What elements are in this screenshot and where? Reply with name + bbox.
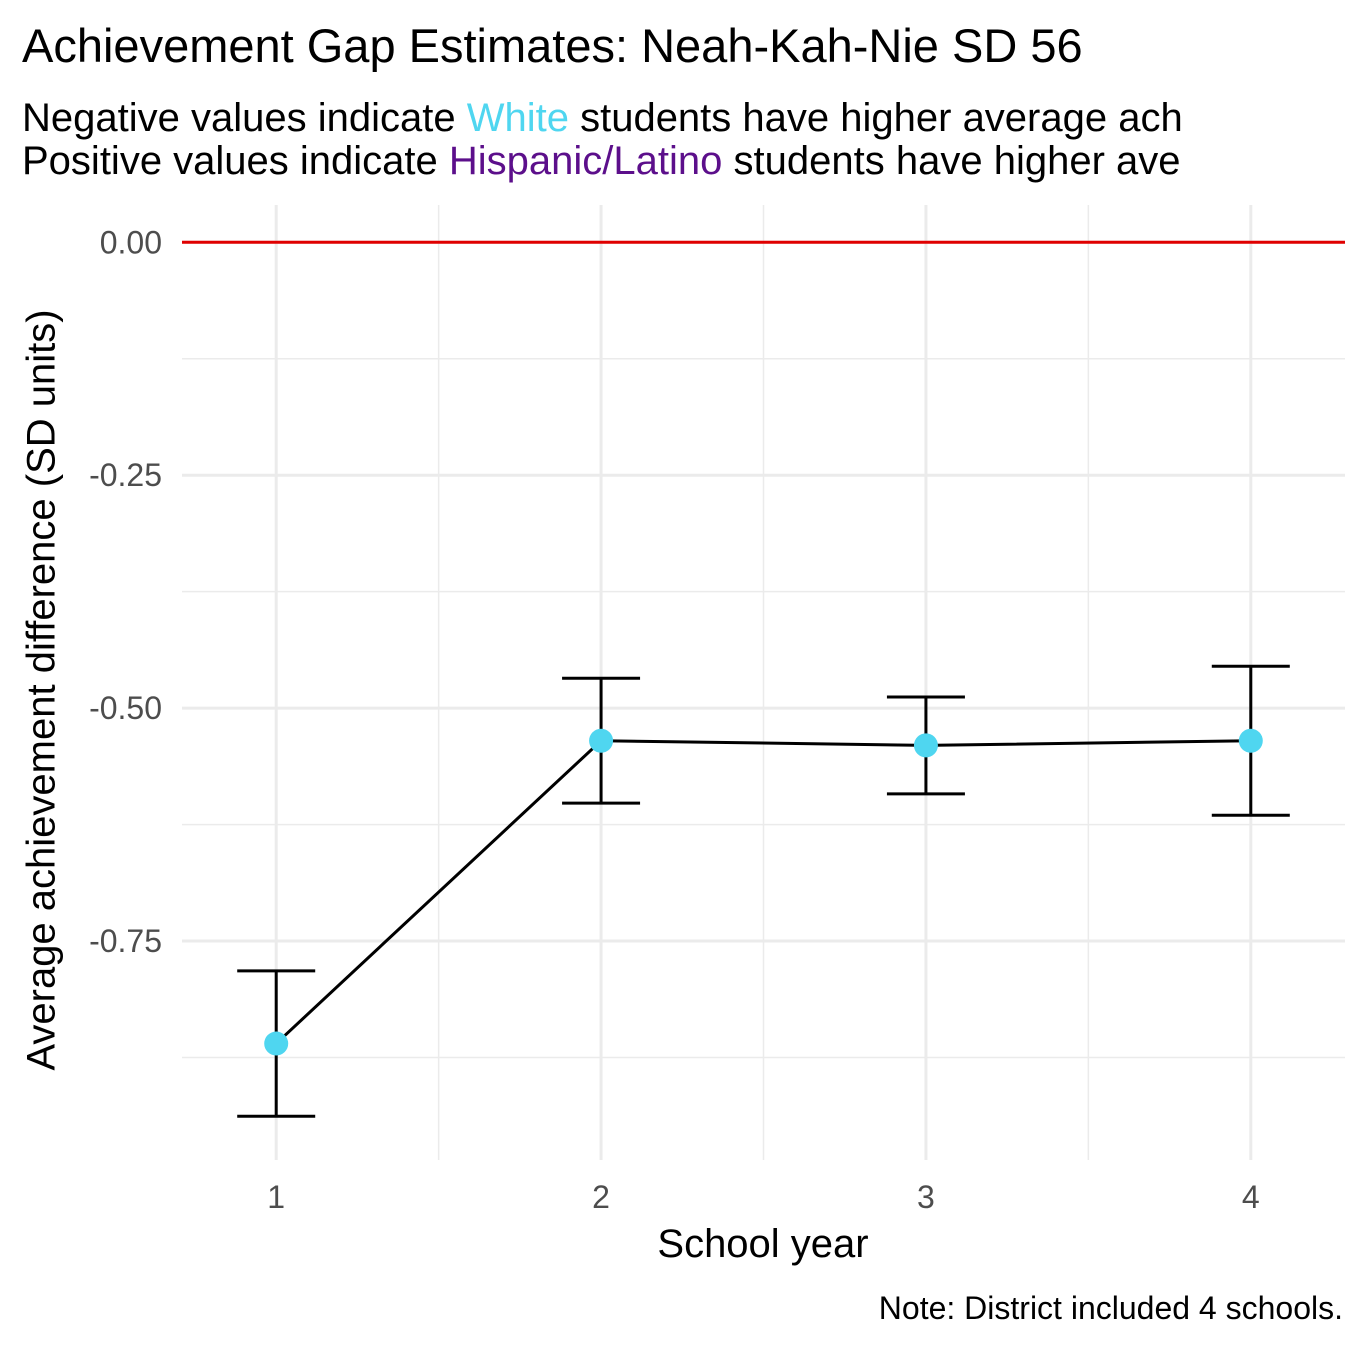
data-point <box>589 728 614 753</box>
subtitle-white-highlight: White <box>466 96 569 140</box>
x-tick-label: 1 <box>267 1179 285 1215</box>
subtitle-1-suffix: students have higher average ach <box>568 96 1183 140</box>
x-axis-label: School year <box>657 1222 869 1266</box>
y-tick-label: -0.75 <box>89 923 162 959</box>
series-line <box>275 739 1251 1045</box>
subtitle-line-1: Negative values indicate White students … <box>22 98 1183 138</box>
y-tick-label: 0.00 <box>100 224 162 260</box>
subtitle-2-prefix: Positive values indicate <box>22 139 449 183</box>
y-axis-label: Average achievement difference (SD units… <box>19 309 64 1071</box>
data-point <box>913 733 938 758</box>
data-point <box>1238 728 1263 753</box>
subtitle-2-suffix: students have higher ave <box>722 139 1181 183</box>
subtitle-line-2: Positive values indicate Hispanic/Latino… <box>22 141 1181 181</box>
caption-note: Note: District included 4 schools. <box>878 1290 1343 1326</box>
chart-title: Achievement Gap Estimates: Neah-Kah-Nie … <box>22 19 1083 72</box>
subtitle-hispanic-highlight: Hispanic/Latino <box>448 139 723 183</box>
x-tick-label: 4 <box>1242 1179 1260 1215</box>
x-tick-label: 2 <box>592 1179 610 1215</box>
y-tick-label: -0.25 <box>89 457 162 493</box>
subtitle-1-prefix: Negative values indicate <box>22 96 467 140</box>
data-point <box>264 1031 289 1056</box>
y-tick-label: -0.50 <box>89 690 162 726</box>
x-tick-label: 3 <box>917 1179 935 1215</box>
